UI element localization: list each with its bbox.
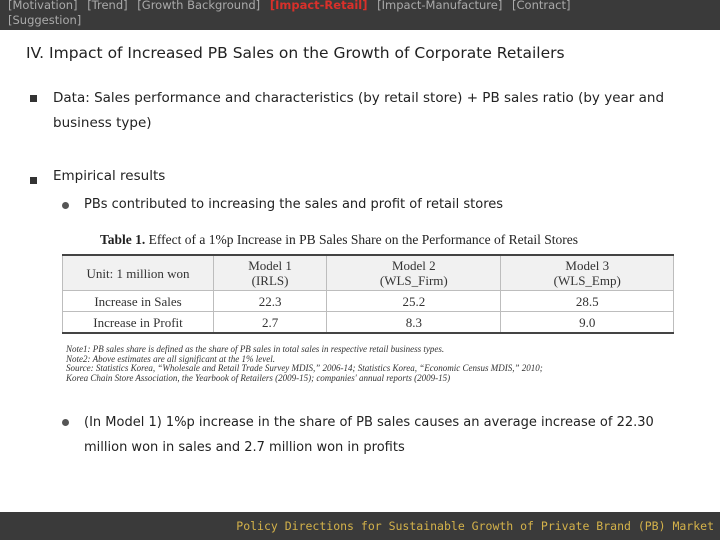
empirical-bullet-text: Empirical results bbox=[53, 168, 166, 184]
table-cell: 25.2 bbox=[326, 290, 502, 312]
model-method: (IRLS) bbox=[251, 273, 289, 288]
table-note: Note1: PB sales share is defined as the … bbox=[66, 344, 445, 354]
table-cell: 9.0 bbox=[500, 311, 674, 334]
unit-cell: Unit: 1 million won bbox=[62, 254, 214, 291]
square-bullet-icon bbox=[30, 177, 37, 184]
table-caption: Table 1. Effect of a 1%p Increase in PB … bbox=[100, 232, 690, 248]
model-name: Model 1 bbox=[248, 258, 292, 273]
results-table: Unit: 1 million won Model 1 (IRLS) Model… bbox=[62, 254, 674, 334]
data-bullet-text: Data: Sales performance and characterist… bbox=[53, 90, 665, 131]
sub-bullet-2-text: (In Model 1) 1%p increase in the share o… bbox=[84, 415, 654, 455]
model-method: (WLS_Firm) bbox=[379, 273, 448, 288]
table-notes: Note1: PB sales share is defined as the … bbox=[66, 344, 686, 383]
table-cell: 8.3 bbox=[326, 311, 502, 334]
table-row: Increase in Sales 22.3 25.2 28.5 bbox=[62, 290, 674, 312]
top-nav-bar: [Motivation] [Trend] [Growth Background]… bbox=[0, 0, 720, 30]
table-cell: 2.7 bbox=[212, 311, 328, 334]
table-cell: 22.3 bbox=[212, 290, 328, 312]
table-source: Source: Statistics Korea, “Wholesale and… bbox=[66, 363, 543, 373]
model-method: (WLS_Emp) bbox=[553, 273, 621, 288]
model-name: Model 2 bbox=[391, 258, 436, 273]
table-row: Increase in Profit 2.7 8.3 9.0 bbox=[62, 311, 674, 334]
table-note: Note2: Above estimates are all significa… bbox=[66, 353, 275, 364]
table-caption-label: Table 1. bbox=[100, 232, 146, 247]
nav-item-suggestion[interactable]: [Suggestion] bbox=[8, 13, 82, 27]
table-header-row: Unit: 1 million won Model 1 (IRLS) Model… bbox=[62, 254, 674, 291]
table-caption-text: Effect of a 1%p Increase in PB Sales Sha… bbox=[148, 232, 579, 247]
nav-item-impact-manufacture[interactable]: [Impact-Manufacture] bbox=[377, 0, 503, 12]
square-bullet-icon bbox=[30, 95, 37, 102]
column-header-model2: Model 2 (WLS_Firm) bbox=[326, 254, 502, 291]
section-nav: [Motivation] [Trend] [Growth Background]… bbox=[8, 0, 648, 28]
slide-title: IV. Impact of Increased PB Sales on the … bbox=[26, 44, 565, 62]
round-bullet-icon bbox=[62, 202, 69, 209]
model-name: Model 3 bbox=[565, 258, 610, 273]
column-header-model1: Model 1 (IRLS) bbox=[212, 254, 328, 291]
footer-bar: Policy Directions for Sustainable Growth… bbox=[0, 512, 720, 540]
footer-title: Policy Directions for Sustainable Growth… bbox=[236, 519, 714, 533]
row-label: Increase in Profit bbox=[62, 311, 214, 334]
nav-item-trend[interactable]: [Trend] bbox=[87, 0, 128, 12]
nav-item-contract[interactable]: [Contract] bbox=[512, 0, 571, 12]
column-header-model3: Model 3 (WLS_Emp) bbox=[500, 254, 674, 291]
nav-item-impact-retail[interactable]: [Impact-Retail] bbox=[269, 0, 368, 12]
nav-item-motivation[interactable]: [Motivation] bbox=[8, 0, 78, 12]
nav-item-growth-background[interactable]: [Growth Background] bbox=[137, 0, 261, 12]
round-bullet-icon bbox=[62, 419, 69, 426]
table-source: Korea Chain Store Association, the Yearb… bbox=[66, 372, 451, 383]
row-label: Increase in Sales bbox=[62, 290, 214, 312]
table-cell: 28.5 bbox=[500, 290, 674, 312]
sub-bullet-1-text: PBs contributed to increasing the sales … bbox=[84, 197, 504, 212]
